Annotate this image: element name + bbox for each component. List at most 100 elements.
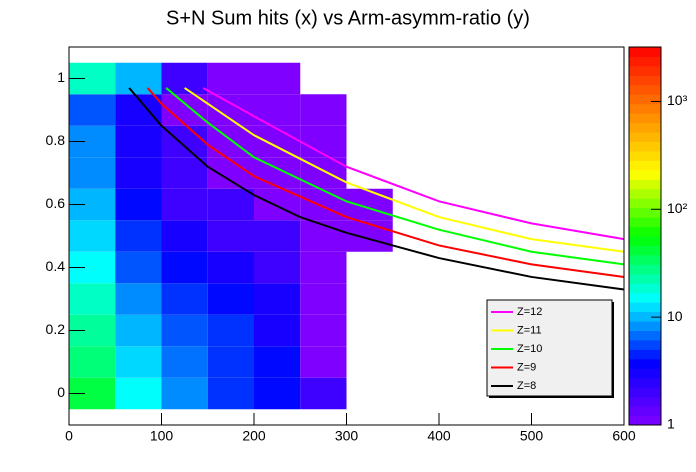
heatmap-cell [254, 157, 301, 189]
chart-title: S+N Sum hits (x) vs Arm-asymm-ratio (y) [166, 7, 530, 29]
heatmap-cell [207, 377, 254, 410]
heatmap-cell [161, 346, 208, 378]
legend-label: Z=8 [517, 380, 536, 392]
colorbar-band [629, 358, 661, 369]
heatmap-cell [161, 314, 208, 347]
colorbar-band [629, 132, 661, 142]
heatmap-cell [254, 314, 301, 347]
colorbar-border [628, 46, 662, 426]
colorbar-band [629, 339, 661, 350]
heatmap-cell [207, 346, 254, 378]
heatmap-cell [254, 62, 301, 95]
heatmap-cell [207, 94, 254, 126]
heatmap-cell [115, 314, 162, 347]
heatmap-cell [207, 157, 254, 189]
x-tick-label: 100 [150, 428, 174, 444]
colorbar-band [629, 406, 661, 417]
heatmap-cell [300, 251, 347, 284]
heatmap-cell [300, 346, 347, 378]
colorbar-band [629, 207, 661, 218]
colorbar-band [629, 179, 661, 190]
colorbar-band [629, 283, 661, 294]
colorbar-band [629, 377, 661, 388]
y-tick-label: 0.4 [46, 258, 66, 274]
colorbar-band [629, 226, 661, 237]
colorbar-band [629, 311, 661, 322]
colorbar-band [629, 273, 661, 284]
heatmap-cell [115, 377, 162, 410]
colorbar-band [629, 141, 661, 152]
x-tick-label: 600 [612, 428, 636, 444]
y-tick-label: 1 [57, 69, 65, 85]
z-tick-label: 10 [667, 308, 683, 324]
y-tick-label: 0.2 [46, 321, 66, 337]
heatmap-cell [69, 157, 116, 189]
curve [202, 87, 625, 241]
z-tick-label: 1 [667, 416, 675, 432]
colorbar-band [629, 217, 661, 228]
legend-label: Z=12 [517, 306, 542, 318]
heatmap-cell [207, 62, 254, 95]
heatmap-cell [207, 251, 254, 284]
heatmap-cell [300, 94, 347, 126]
colorbar-band [629, 415, 661, 426]
x-tick-label: 500 [520, 428, 544, 444]
x-tick-label: 300 [335, 428, 359, 444]
heatmap-cell [207, 314, 254, 347]
heatmap-cell [161, 251, 208, 284]
colorbar-band [629, 47, 661, 57]
colorbar-band [629, 94, 661, 105]
y-tick-label: 0.6 [46, 195, 66, 211]
heatmap-cell [69, 283, 116, 315]
colorbar-band [629, 169, 661, 180]
y-tick-label: 0.8 [46, 132, 66, 148]
colorbar-band [629, 113, 661, 124]
heatmap-cell [161, 220, 208, 252]
x-tick-label: 0 [65, 428, 73, 444]
colorbar-band [629, 264, 661, 275]
colorbar-band [629, 198, 661, 209]
heatmap-cell [69, 346, 116, 378]
curve [165, 87, 625, 266]
heatmap-cell [161, 125, 208, 158]
heatmap-cell [69, 220, 116, 252]
colorbar-band [629, 387, 661, 398]
heatmap-cell [161, 283, 208, 315]
colorbar-band [629, 65, 661, 76]
heatmap-cell [115, 188, 162, 221]
colorbar-band [629, 122, 661, 133]
heatmap-cell [300, 283, 347, 315]
heatmap-cell [254, 251, 301, 284]
colorbar-band [629, 188, 661, 199]
x-tick-label: 400 [427, 428, 451, 444]
curve [146, 87, 625, 278]
heatmap-cell [115, 251, 162, 284]
colorbar-band [629, 302, 661, 313]
colorbar-band [629, 321, 661, 331]
colorbar-band [629, 349, 661, 360]
heatmap-cell [300, 314, 347, 347]
heatmap-cell [207, 220, 254, 252]
heatmap-cell [115, 125, 162, 158]
colorbar-band [629, 396, 661, 407]
colorbar-band [629, 368, 661, 379]
heatmap-cell [115, 346, 162, 378]
heatmap-cell [300, 377, 347, 410]
colorbar-band [629, 292, 661, 303]
heatmap-cell [115, 283, 162, 315]
heatmap-cell [254, 125, 301, 158]
y-tick-label: 0 [57, 384, 65, 400]
colorbar-band [629, 330, 661, 341]
curve [128, 87, 625, 291]
colorbar-band [629, 245, 661, 256]
legend-label: Z=10 [517, 343, 542, 355]
heatmap-cell [161, 157, 208, 189]
colorbar-band [629, 84, 661, 95]
heatmap-cell [207, 283, 254, 315]
z-tick-label: 10³ [667, 92, 688, 108]
legend-label: Z=9 [517, 361, 536, 373]
colorbar-band [629, 254, 661, 265]
colorbar-band [629, 56, 661, 67]
heatmap-cell [254, 377, 301, 410]
